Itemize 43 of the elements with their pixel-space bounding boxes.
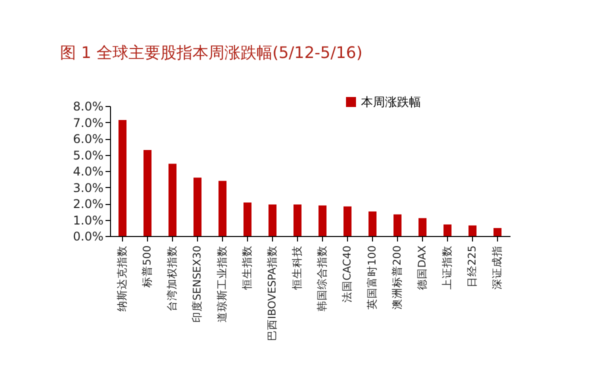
bar [494,228,502,236]
x-tick-label: 英国富时100 [366,246,378,310]
x-tick-label: 法国CAC40 [340,246,354,303]
bar [268,204,276,236]
bar [318,205,326,236]
bar [368,211,376,236]
bar [468,225,476,236]
bar [418,218,426,236]
x-tick-label: 恒生科技 [290,246,304,290]
x-tick-label: 台湾加权指数 [166,246,178,312]
x-tick-label: 标普500 [140,246,154,289]
y-tick-label: 2.0% [73,197,104,211]
x-tick-label: 澳洲标普200 [390,246,404,310]
y-tick-label: 3.0% [73,180,104,195]
x-tick-label: 道琼斯工业指数 [216,246,228,322]
x-tick-label: 德国DAX [416,246,428,290]
bar [118,120,126,236]
y-tick-label: 6.0% [73,132,104,146]
x-tick-label: 上证指数 [440,246,454,290]
x-tick-label: 深证成指 [490,246,504,290]
y-tick-label: 1.0% [73,213,104,228]
y-tick-label: 8.0% [73,100,104,114]
x-tick-label: 韩国综合指数 [316,246,328,312]
bar [194,178,202,236]
y-tick-label: 5.0% [73,148,104,162]
y-tick-label: 7.0% [73,116,104,130]
bar [144,150,152,236]
bar [394,214,402,236]
x-tick-label: 印度SENSEX30 [190,246,204,323]
bar [344,206,352,236]
y-tick-label: 4.0% [73,164,104,178]
x-tick-label: 日经225 [466,246,478,288]
bar [294,204,302,236]
y-tick-label: 0.0% [73,230,104,244]
bar [244,202,252,236]
chart-title: 图 1 全球主要股指本周涨跌幅(5/12-5/16) [60,43,362,62]
legend-label: 本周涨跌幅 [361,95,421,109]
x-tick-label: 纳斯达克指数 [116,246,128,312]
x-tick-label: 巴西IBOVESPA指数 [266,246,278,342]
bar [168,164,176,236]
x-tick-label: 恒生指数 [240,246,254,290]
bar [444,224,452,236]
bar [218,180,226,236]
